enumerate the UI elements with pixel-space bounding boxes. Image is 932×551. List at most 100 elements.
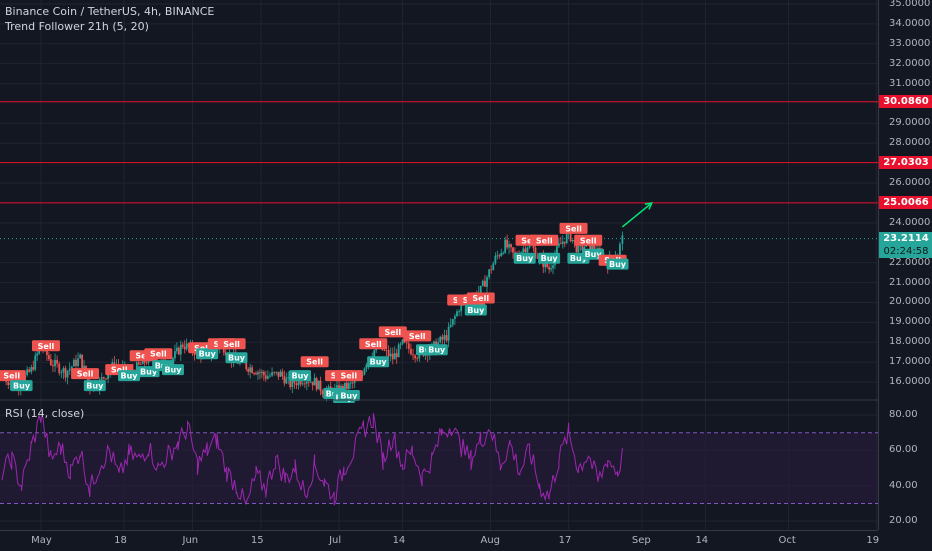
time-axis[interactable]: May 18 Jun 15 Jul 14 Aug 17 Sep 14 Oct 19 <box>0 530 879 551</box>
candle-body <box>54 359 56 367</box>
candle-body <box>299 379 302 385</box>
candle-body <box>416 358 419 360</box>
candle-body <box>285 377 288 384</box>
candle-body <box>32 367 35 370</box>
candle-body <box>305 381 308 384</box>
candle-body <box>561 241 564 244</box>
candle-body <box>575 241 578 253</box>
candle-body <box>619 243 621 255</box>
candle-body <box>512 247 514 253</box>
buy-signal-label: Buy <box>425 344 448 356</box>
candle-body <box>301 383 304 385</box>
candle-body <box>172 358 174 362</box>
candle-body <box>373 350 376 357</box>
price-chart[interactable]: SellBuySellSellBuySellBuySellBuySellBuyB… <box>0 0 878 530</box>
buy-signal-label: Buy <box>513 252 536 264</box>
candle-body <box>100 377 103 380</box>
candle-body <box>506 239 509 248</box>
candle-body <box>353 379 356 384</box>
candle-body <box>319 380 322 392</box>
sell-signal-label: Sell <box>378 326 407 338</box>
svg-text:Sell: Sell <box>521 236 538 245</box>
rsi-line <box>1 412 623 506</box>
candle-body <box>36 353 39 356</box>
candle-body <box>311 381 314 386</box>
candle-body <box>79 354 82 359</box>
buy-signal-label: Buy <box>582 248 605 260</box>
candle-body <box>68 368 71 371</box>
candle-body <box>315 378 318 390</box>
sell-signal-label: Sell <box>574 234 603 246</box>
candle-body <box>347 383 350 389</box>
candle-body <box>185 343 188 350</box>
svg-text:Sell: Sell <box>580 236 597 245</box>
sell-signal-label: Sell <box>403 330 432 342</box>
candle-body <box>257 372 259 375</box>
candle-body <box>559 243 562 245</box>
price-tick-label: 33.0000 <box>889 37 931 49</box>
candle-body <box>262 371 265 376</box>
candle-body <box>349 382 352 384</box>
svg-text:Buy: Buy <box>516 254 534 263</box>
candle-body <box>481 280 484 286</box>
price-tick-label: 16.0000 <box>889 376 931 388</box>
sell-signal-label: Sell <box>71 368 100 380</box>
candle-body <box>556 246 558 256</box>
candle-body <box>56 359 59 364</box>
candle-body <box>62 368 65 373</box>
svg-text:Sell: Sell <box>409 332 426 341</box>
candle-body <box>500 253 503 257</box>
candle-body <box>81 354 84 369</box>
candle-body <box>255 373 257 375</box>
candle-body <box>496 255 499 257</box>
buy-signal-label: Buy <box>225 352 248 364</box>
price-tick-label: 20.0000 <box>889 296 931 308</box>
svg-text:Buy: Buy <box>228 354 246 363</box>
rsi-title: RSI (14, close) <box>5 407 85 420</box>
level-price-tag: 30.0860 <box>879 95 932 109</box>
svg-text:Sell: Sell <box>536 236 553 245</box>
candle-body <box>174 351 176 359</box>
projection-arrow-head <box>644 201 653 210</box>
svg-text:Buy: Buy <box>291 372 309 381</box>
svg-text:Sell: Sell <box>150 350 167 359</box>
candle-body <box>275 371 278 373</box>
candle-body <box>490 269 493 271</box>
bar-countdown-tag: 02:24:58 <box>879 245 932 259</box>
candle-body <box>534 247 537 258</box>
svg-text:Buy: Buy <box>467 306 485 315</box>
candle-body <box>399 343 402 345</box>
price-tick-label: 26.0000 <box>889 177 931 189</box>
svg-text:Buy: Buy <box>570 254 588 263</box>
candle-body <box>273 372 276 374</box>
candle-body <box>532 244 535 248</box>
candle-body <box>183 346 186 350</box>
candle-body <box>60 372 63 374</box>
candle-body <box>522 248 525 253</box>
candle-body <box>137 362 140 365</box>
candle-body <box>64 368 67 378</box>
svg-text:Buy: Buy <box>121 372 139 381</box>
candle-body <box>66 370 69 378</box>
svg-text:Buy: Buy <box>428 346 446 355</box>
candle-body <box>407 343 410 349</box>
price-tick-label: 34.0000 <box>889 17 931 29</box>
buy-signal-label: Buy <box>10 380 33 392</box>
candle-body <box>34 355 37 370</box>
candle-body <box>175 347 178 352</box>
rsi-band-fill <box>0 432 878 504</box>
svg-text:Buy: Buy <box>340 392 358 401</box>
candle-body <box>581 244 584 251</box>
candle-body <box>179 344 182 355</box>
candle-body <box>295 383 298 386</box>
price-axis[interactable]: 35.0000 34.0000 33.0000 32.0000 31.0000 29.00… <box>878 0 932 530</box>
candle-body <box>583 246 586 251</box>
candle-body <box>177 347 180 355</box>
candle-body <box>307 381 310 383</box>
candle-body <box>313 378 316 386</box>
candle-body <box>479 285 482 293</box>
svg-text:Sell: Sell <box>565 224 582 233</box>
candle-body <box>281 371 284 377</box>
rsi-tick-label: 40.00 <box>889 479 918 491</box>
